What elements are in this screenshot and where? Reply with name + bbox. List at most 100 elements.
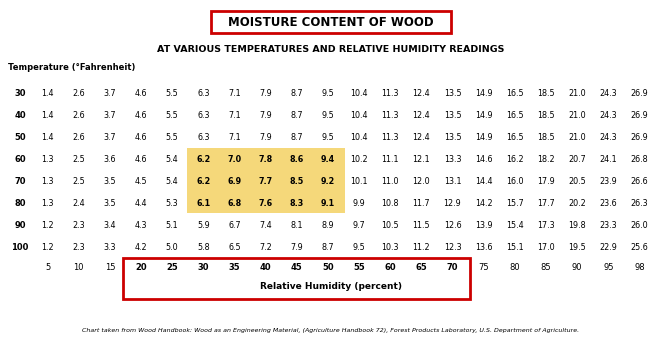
Text: 12.6: 12.6: [444, 221, 461, 229]
Text: 4.5: 4.5: [134, 177, 148, 186]
Text: 4.3: 4.3: [135, 221, 147, 229]
Text: 18.5: 18.5: [537, 133, 555, 142]
Text: 2.6: 2.6: [72, 110, 85, 119]
Text: 6.9: 6.9: [228, 177, 242, 186]
Text: 21.0: 21.0: [568, 110, 586, 119]
Text: 13.3: 13.3: [444, 154, 461, 163]
Text: 1.4: 1.4: [41, 110, 54, 119]
Text: 11.5: 11.5: [412, 221, 430, 229]
Text: 12.9: 12.9: [444, 198, 461, 208]
Text: 7.1: 7.1: [228, 110, 241, 119]
Text: 6.2: 6.2: [196, 177, 211, 186]
Text: 16.5: 16.5: [506, 133, 524, 142]
Text: 12.4: 12.4: [412, 110, 430, 119]
Text: 7.9: 7.9: [260, 89, 272, 98]
Text: 22.9: 22.9: [599, 242, 617, 252]
Text: 17.3: 17.3: [537, 221, 555, 229]
Text: 3.5: 3.5: [103, 177, 117, 186]
Text: 13.5: 13.5: [444, 110, 461, 119]
Text: 95: 95: [603, 263, 614, 272]
Bar: [211, 11, 451, 33]
Text: 85: 85: [541, 263, 551, 272]
Text: 14.9: 14.9: [475, 133, 493, 142]
Text: 70: 70: [15, 177, 26, 186]
Text: 18.5: 18.5: [537, 110, 555, 119]
Text: 4.6: 4.6: [135, 154, 147, 163]
Text: 10.4: 10.4: [350, 89, 368, 98]
Text: 10.4: 10.4: [350, 133, 368, 142]
Text: 26.9: 26.9: [630, 133, 648, 142]
Text: 19.5: 19.5: [568, 242, 586, 252]
Text: 9.5: 9.5: [322, 133, 334, 142]
Text: 7.9: 7.9: [291, 242, 303, 252]
Text: 75: 75: [479, 263, 489, 272]
Text: 80: 80: [15, 198, 26, 208]
Text: 20.7: 20.7: [568, 154, 586, 163]
Text: 5.5: 5.5: [166, 133, 179, 142]
Text: 4.4: 4.4: [135, 198, 147, 208]
Text: 15.7: 15.7: [506, 198, 524, 208]
Text: 10.1: 10.1: [350, 177, 368, 186]
Text: 6.1: 6.1: [196, 198, 211, 208]
Text: 7.7: 7.7: [259, 177, 273, 186]
Text: 5.3: 5.3: [166, 198, 179, 208]
Text: 1.2: 1.2: [41, 221, 54, 229]
Bar: [187, 148, 344, 213]
Text: 14.2: 14.2: [475, 198, 493, 208]
Text: 26.0: 26.0: [631, 221, 648, 229]
Text: 23.9: 23.9: [599, 177, 617, 186]
Text: 3.3: 3.3: [104, 242, 116, 252]
Text: 8.7: 8.7: [291, 89, 303, 98]
Text: 9.9: 9.9: [353, 198, 365, 208]
Text: 1.4: 1.4: [41, 133, 54, 142]
Text: 9.5: 9.5: [322, 89, 334, 98]
Text: 35: 35: [228, 263, 240, 272]
Text: 3.6: 3.6: [104, 154, 116, 163]
Text: 2.6: 2.6: [72, 133, 85, 142]
Text: 13.1: 13.1: [444, 177, 461, 186]
Text: 16.2: 16.2: [506, 154, 524, 163]
Text: 80: 80: [510, 263, 520, 272]
Text: 2.5: 2.5: [72, 177, 85, 186]
Text: 2.3: 2.3: [72, 242, 85, 252]
Text: 1.3: 1.3: [41, 198, 54, 208]
Text: 45: 45: [291, 263, 303, 272]
Text: 26.9: 26.9: [630, 110, 648, 119]
Text: 12.1: 12.1: [412, 154, 430, 163]
Text: 2.6: 2.6: [72, 89, 85, 98]
Text: 10.2: 10.2: [350, 154, 368, 163]
Text: 23.3: 23.3: [600, 221, 617, 229]
Text: 8.7: 8.7: [291, 133, 303, 142]
Text: 17.0: 17.0: [537, 242, 555, 252]
Text: Chart taken from Wood Handbook: Wood as an Engineering Material, (Agriculture Ha: Chart taken from Wood Handbook: Wood as …: [83, 328, 579, 333]
Text: 3.5: 3.5: [103, 198, 117, 208]
Text: 30: 30: [197, 263, 209, 272]
Text: 16.5: 16.5: [506, 89, 524, 98]
Text: 2.5: 2.5: [72, 154, 85, 163]
Text: 24.3: 24.3: [600, 89, 617, 98]
Text: 19.8: 19.8: [568, 221, 586, 229]
Text: 24.3: 24.3: [600, 133, 617, 142]
Text: 20.2: 20.2: [568, 198, 586, 208]
Text: 6.3: 6.3: [197, 133, 210, 142]
Text: 5.4: 5.4: [166, 177, 179, 186]
Text: 40: 40: [260, 263, 271, 272]
Text: 60: 60: [14, 154, 26, 163]
Text: 7.2: 7.2: [260, 242, 272, 252]
Text: 14.6: 14.6: [475, 154, 493, 163]
Text: 25.6: 25.6: [630, 242, 648, 252]
Text: 5.5: 5.5: [166, 89, 179, 98]
Text: 7.9: 7.9: [260, 133, 272, 142]
Text: 9.1: 9.1: [321, 198, 335, 208]
Text: 18.2: 18.2: [537, 154, 555, 163]
Text: 21.0: 21.0: [568, 89, 586, 98]
Text: 5.5: 5.5: [166, 110, 179, 119]
Text: 17.7: 17.7: [537, 198, 555, 208]
Text: 7.6: 7.6: [259, 198, 273, 208]
Text: 8.7: 8.7: [291, 110, 303, 119]
Text: Temperature (°Fahrenheit): Temperature (°Fahrenheit): [8, 63, 135, 73]
Text: 1.3: 1.3: [41, 177, 54, 186]
Text: 12.0: 12.0: [412, 177, 430, 186]
Text: 16.5: 16.5: [506, 110, 524, 119]
Text: 70: 70: [447, 263, 458, 272]
